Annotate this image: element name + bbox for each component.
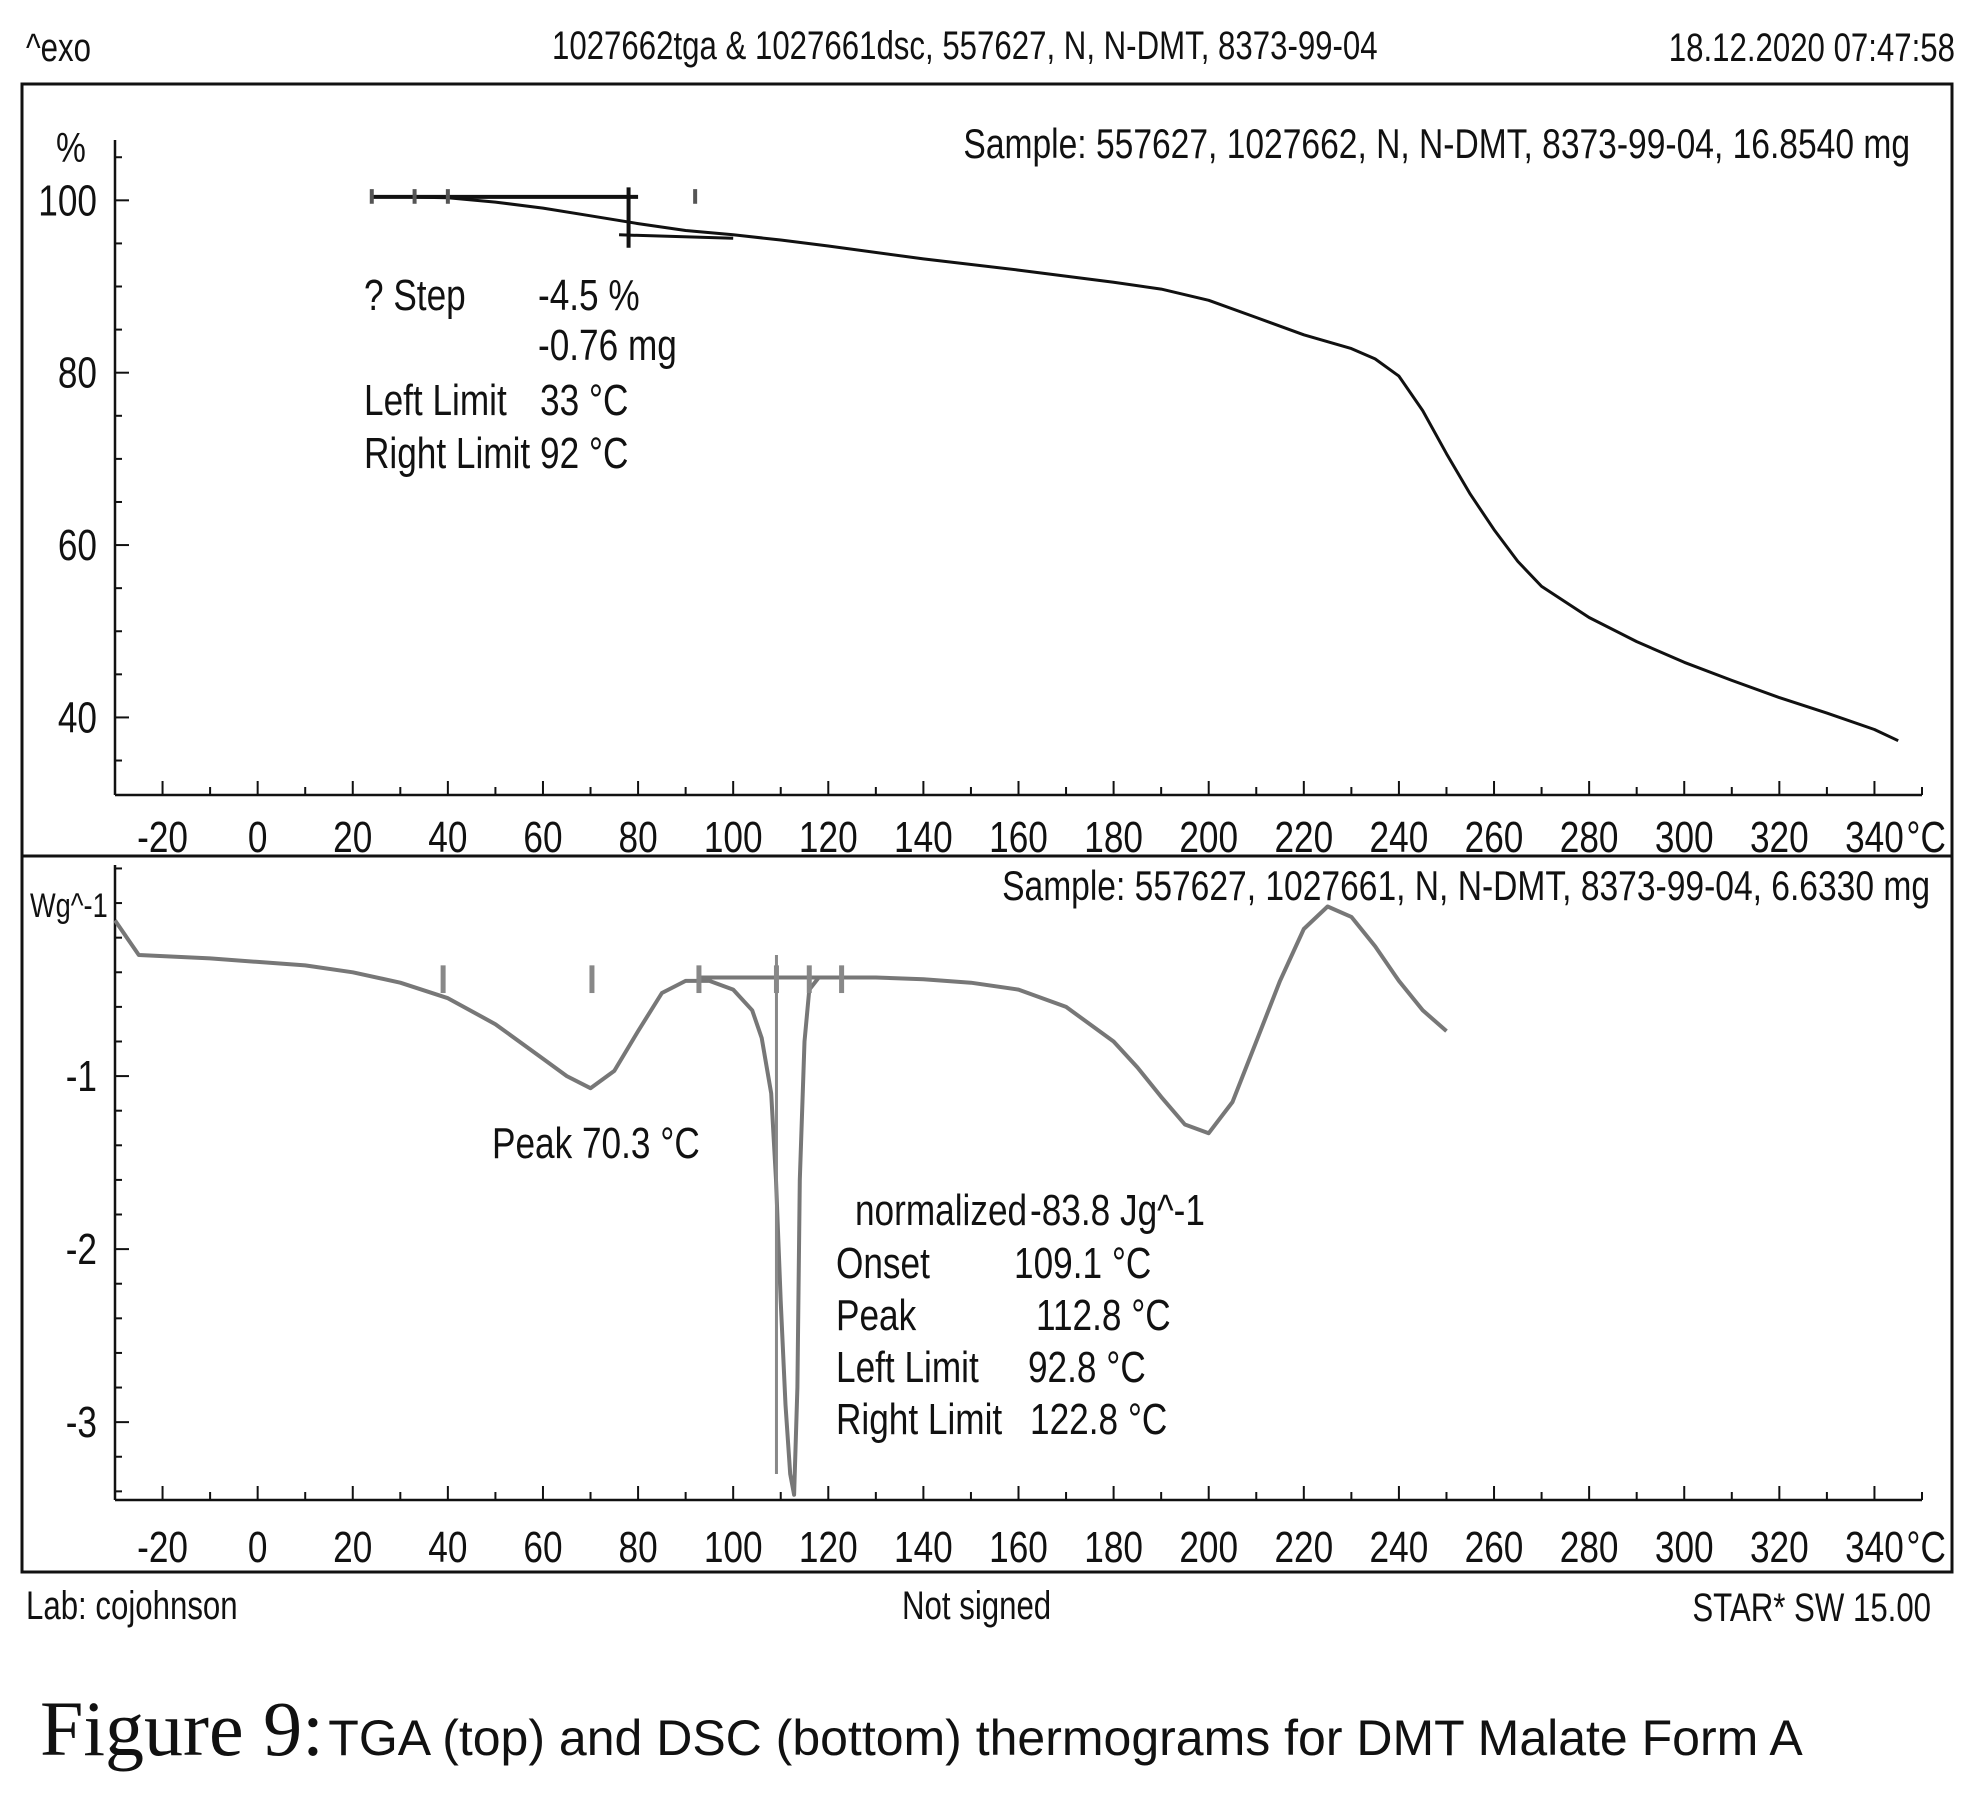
x-tick-label: 220 — [1274, 1523, 1333, 1572]
series-line — [113, 904, 1448, 1497]
figure-caption-text: TGA (top) and DSC (bottom) thermograms f… — [328, 1710, 1803, 1766]
x-tick-label: 100 — [704, 1523, 763, 1572]
sample-label: Sample: 557627, 1027662, N, N-DMT, 8373-… — [963, 122, 1910, 168]
plot-frame — [20, 82, 1954, 1574]
x-tick-label: 140 — [894, 1523, 953, 1572]
annotation-value: 70.3 °C — [582, 1119, 700, 1168]
x-tick-label: 20 — [333, 1523, 372, 1572]
x-unit-label: °C — [1906, 1523, 1945, 1572]
y-axis-label: Wg^-1 — [30, 886, 108, 925]
x-tick-label: 180 — [1084, 813, 1143, 862]
annotation-value: 92 °C — [540, 429, 628, 478]
x-unit-label: °C — [1906, 813, 1945, 862]
y-tick-label: -3 — [66, 1398, 97, 1447]
y-tick-label: 40 — [58, 694, 97, 743]
annotation-value: 109.1 °C — [1014, 1239, 1151, 1288]
exo-direction-label: ^exo — [26, 26, 91, 70]
x-tick-label: 240 — [1370, 1523, 1429, 1572]
figure-number: Figure 9: — [40, 1685, 324, 1772]
y-axis-label: % — [56, 126, 86, 172]
x-tick-label: 280 — [1560, 1523, 1619, 1572]
software-version: STAR* SW 15.00 — [1692, 1586, 1931, 1630]
step-baseline-lower — [619, 233, 734, 240]
sample-label: Sample: 557627, 1027661, N, N-DMT, 8373-… — [1002, 864, 1930, 910]
x-tick-label: 320 — [1750, 813, 1809, 862]
annotation-label: Left Limit — [836, 1343, 979, 1392]
x-tick-label: 100 — [704, 813, 763, 862]
x-tick-label: 340 — [1845, 1523, 1904, 1572]
annotation-label: Right Limit — [364, 429, 530, 478]
x-tick-label: 220 — [1274, 813, 1333, 862]
annotation-value: 92.8 °C — [1028, 1343, 1146, 1392]
x-tick-label: 0 — [248, 1523, 268, 1572]
y-tick-label: -1 — [66, 1052, 97, 1101]
x-tick-label: 200 — [1179, 813, 1238, 862]
annotation-value: 33 °C — [540, 376, 628, 425]
annotation-label: Peak — [836, 1291, 916, 1340]
annotation-value: -0.76 mg — [538, 321, 677, 370]
annotation-value: -83.8 Jg^-1 — [1030, 1186, 1205, 1235]
x-tick-label: 240 — [1370, 813, 1429, 862]
x-tick-label: 320 — [1750, 1523, 1809, 1572]
dsc-panel: -20 0 20 40 60 80 100 120 140 160 180 200 220 240 260 2… — [30, 864, 1946, 1572]
x-tick-label: 120 — [799, 813, 858, 862]
x-tick-label: 0 — [248, 813, 268, 862]
x-tick-label: 300 — [1655, 1523, 1714, 1572]
annotation-value: -4.5 % — [538, 271, 640, 320]
timestamp: 18.12.2020 07:47:58 — [1668, 26, 1955, 70]
x-tick-label: -20 — [137, 1523, 188, 1572]
annotation-label: ? Step — [364, 271, 466, 320]
figure-caption: Figure 9: TGA (top) and DSC (bottom) the… — [40, 1684, 1803, 1774]
x-tick-label: 160 — [989, 813, 1048, 862]
annotation-label: Onset — [836, 1239, 930, 1288]
experiment-title: 1027662tga & 1027661dsc, 557627, N, N-DM… — [552, 24, 1378, 68]
x-tick-label: 40 — [428, 813, 467, 862]
x-tick-label: 180 — [1084, 1523, 1143, 1572]
annotation-label: Peak — [492, 1119, 572, 1168]
x-tick-label: 80 — [619, 1523, 658, 1572]
series-line — [371, 195, 1899, 743]
x-tick-label: 280 — [1560, 813, 1619, 862]
y-tick-label: 80 — [58, 349, 97, 398]
lab-label: Lab: cojohnson — [26, 1584, 238, 1628]
annotation-value: 122.8 °C — [1030, 1395, 1167, 1444]
annotation-label: normalized — [855, 1186, 1027, 1235]
annotation-value: 112.8 °C — [1036, 1291, 1171, 1340]
y-tick-label: 100 — [38, 177, 97, 226]
x-tick-label: 300 — [1655, 813, 1714, 862]
y-tick-label: -2 — [66, 1225, 97, 1274]
x-tick-label: 140 — [894, 813, 953, 862]
signature-status: Not signed — [902, 1584, 1052, 1628]
x-tick-label: 60 — [523, 1523, 562, 1572]
x-tick-label: 120 — [799, 1523, 858, 1572]
x-tick-label: 260 — [1465, 813, 1524, 862]
annotation-label: Right Limit — [836, 1395, 1002, 1444]
x-tick-label: 60 — [523, 813, 562, 862]
x-tick-label: -20 — [137, 813, 188, 862]
x-tick-label: 160 — [989, 1523, 1048, 1572]
y-tick-label: 60 — [58, 521, 97, 570]
x-tick-label: 20 — [333, 813, 372, 862]
x-tick-label: 40 — [428, 1523, 467, 1572]
x-tick-label: 260 — [1465, 1523, 1524, 1572]
tga-panel: -20 0 20 40 60 80 100 120 140 160 180 200 220 240 260 2… — [38, 122, 1946, 862]
x-tick-label: 80 — [619, 813, 658, 862]
annotation-label: Left Limit — [364, 376, 507, 425]
x-tick-label: 340 — [1845, 813, 1904, 862]
x-tick-label: 200 — [1179, 1523, 1238, 1572]
